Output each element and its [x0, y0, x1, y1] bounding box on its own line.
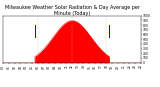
Title: Milwaukee Weather Solar Radiation & Day Average per Minute (Today): Milwaukee Weather Solar Radiation & Day … — [4, 5, 140, 16]
